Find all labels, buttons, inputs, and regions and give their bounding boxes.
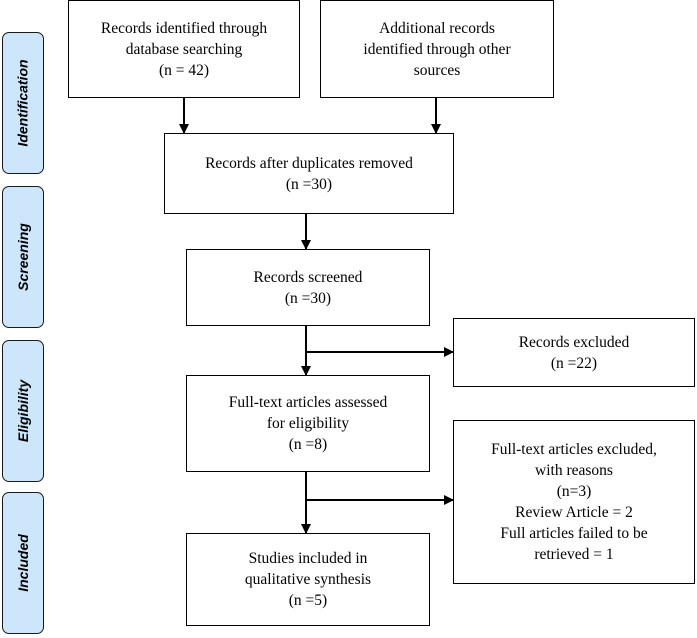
database-line1: Records identified through	[100, 19, 268, 37]
screened-line1: Records screened	[253, 268, 363, 286]
box-duplicates-removed: Records after duplicates removed (n =30)	[164, 133, 454, 214]
other-sources-line2: identified through other	[363, 40, 511, 58]
fulltext-excluded-reason-failed: Full articles failed to be	[500, 525, 648, 542]
box-records-excluded: Records excluded (n =22)	[453, 318, 695, 387]
database-count: (n = 42)	[158, 61, 210, 79]
phase-eligibility: Eligibility	[2, 340, 44, 482]
box-fulltext-excluded: Full-text articles excluded, with reason…	[453, 420, 695, 584]
fulltext-excluded-reason-review: Review Article = 2	[515, 504, 633, 521]
box-fulltext-assessed: Full-text articles assessed for eligibil…	[186, 375, 430, 472]
other-sources-line1: Additional records	[379, 19, 495, 37]
excluded-count: (n =22)	[550, 354, 598, 372]
duplicates-line1: Records after duplicates removed	[205, 154, 413, 172]
included-count: (n =5)	[288, 592, 328, 609]
phase-screening-label: Screening	[15, 223, 32, 291]
phase-included-label: Included	[15, 534, 31, 592]
database-line2: database searching	[125, 40, 243, 58]
excluded-line1: Records excluded	[518, 333, 630, 351]
included-line1: Studies included in	[248, 550, 368, 567]
screened-count: (n =30)	[284, 289, 332, 307]
phase-identification-label: Identification	[15, 59, 31, 147]
fulltext-count: (n =8)	[288, 436, 328, 453]
box-database-searching: Records identified through database sear…	[68, 0, 300, 98]
fulltext-line2: for eligibility	[266, 415, 350, 432]
box-other-sources: Additional records identified through ot…	[320, 0, 554, 98]
phase-included: Included	[2, 492, 44, 634]
box-studies-included: Studies included in qualitative synthesi…	[186, 533, 430, 626]
other-sources-line3: sources	[413, 61, 461, 79]
fulltext-excluded-line2: with reasons	[535, 462, 613, 479]
fulltext-line1: Full-text articles assessed	[228, 394, 388, 411]
box-records-screened: Records screened (n =30)	[186, 249, 430, 326]
duplicates-count: (n =30)	[285, 175, 333, 193]
phase-eligibility-label: Eligibility	[15, 379, 32, 443]
phase-screening: Screening	[2, 186, 44, 328]
fulltext-excluded-reason-failed-count: retrieved = 1	[534, 546, 614, 563]
phase-identification: Identification	[2, 32, 44, 174]
fulltext-excluded-line1: Full-text articles excluded,	[491, 441, 657, 458]
included-line2: qualitative synthesis	[244, 571, 372, 588]
fulltext-excluded-count: (n=3)	[556, 483, 592, 500]
